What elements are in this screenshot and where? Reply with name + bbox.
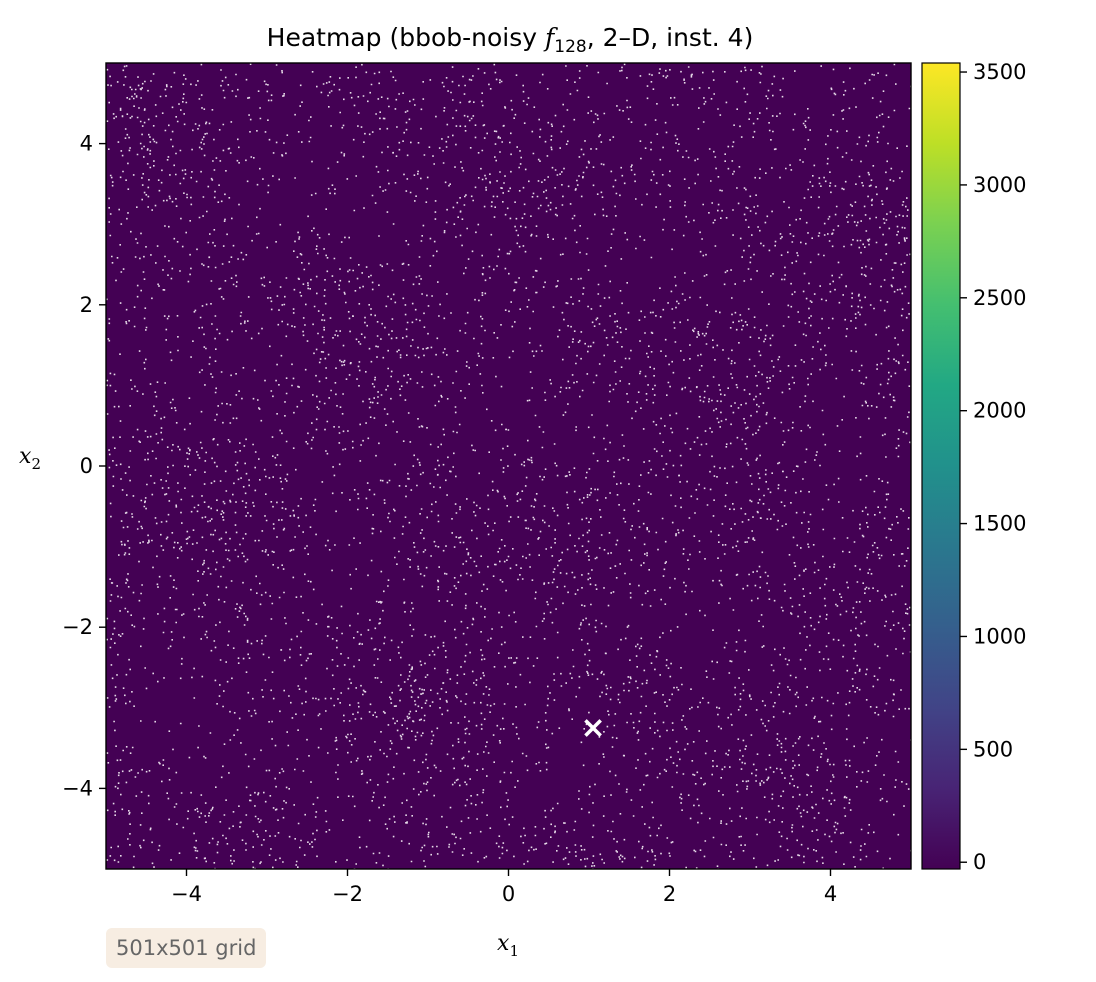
y-tick-label: 0	[80, 454, 93, 478]
colorbar-ticks: 0 500 1000 1500 2000 2500 3000 3500	[960, 60, 1026, 874]
y-tick-label: 4	[80, 132, 93, 156]
colorbar-tick-label: 3000	[973, 173, 1026, 197]
x-tick-label: 4	[824, 882, 837, 906]
colorbar-tick-label: 2500	[973, 286, 1026, 310]
colorbar-tick-label: 500	[973, 737, 1013, 761]
colorbar-tick-label: 0	[973, 850, 986, 874]
colorbar-gradient	[921, 62, 961, 870]
colorbar-tick-label: 2000	[973, 399, 1026, 423]
optimum-marker: ×	[580, 710, 605, 745]
heatmap-plot-area: ×	[105, 62, 912, 870]
noise-speckle-layer	[106, 63, 911, 869]
x-axis: −4 −2 0 2 4	[171, 869, 837, 906]
noise-speckles	[106, 63, 911, 869]
colorbar-tick-label: 1000	[973, 624, 1026, 648]
colorbar-tick-label: 3500	[973, 60, 1026, 84]
y-axis: −4 −2 0 2 4	[62, 132, 106, 800]
x-tick-label: −2	[332, 882, 363, 906]
x-tick-label: −4	[171, 882, 202, 906]
chart-title: Heatmap (bbob-noisy f128, 2–D, inst. 4)	[267, 23, 754, 57]
y-tick-label: −4	[62, 776, 93, 800]
grid-size-annotation: 501x501 grid	[106, 928, 267, 968]
x-tick-label: 0	[502, 882, 515, 906]
x-axis-label: x1	[497, 931, 519, 960]
colorbar-tick-label: 1500	[973, 512, 1026, 536]
y-axis-label: x2	[19, 444, 41, 473]
y-tick-label: 2	[80, 293, 93, 317]
x-tick-label: 2	[663, 882, 676, 906]
colorbar: 0 500 1000 1500 2000 2500 3000 3500	[921, 60, 1026, 874]
y-tick-label: −2	[62, 615, 93, 639]
